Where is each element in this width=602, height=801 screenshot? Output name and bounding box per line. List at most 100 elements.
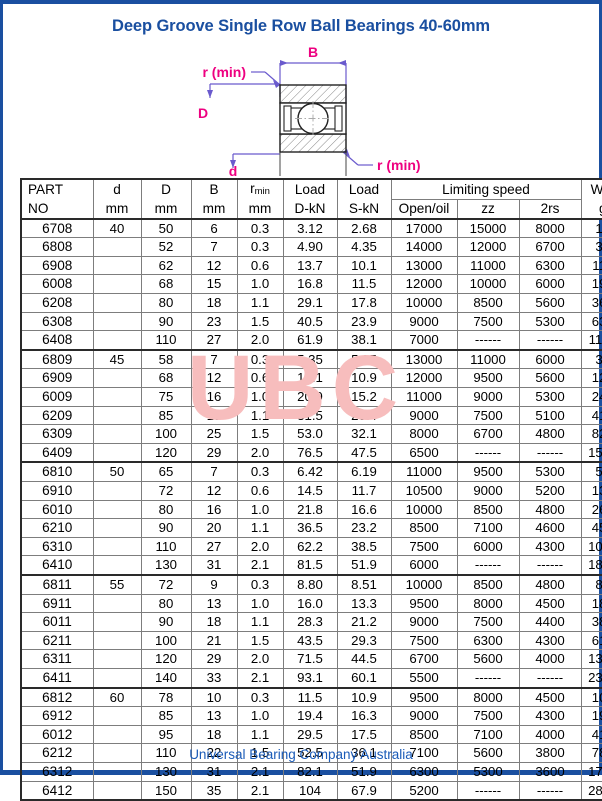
cell-part-number: 6911 (20, 593, 94, 614)
cell-part-number: 6211 (20, 630, 94, 651)
cell-speed-open-oil: 7500 (390, 630, 458, 651)
col-subheader-D-mm: mm (140, 199, 192, 220)
cell-load-dynamic: 3.12 (282, 217, 338, 239)
cell-speed-open-oil: 11000 (390, 387, 458, 407)
cell-load-static: 51.9 (336, 555, 392, 576)
cell-speed-open-oil: 6500 (390, 442, 458, 463)
cell-part-number: 6808 (20, 237, 94, 257)
cell-load-static: 17.8 (336, 293, 392, 313)
cell-speed-open-oil: 12000 (390, 368, 458, 389)
col-subheader-wgt-g: g (580, 199, 602, 220)
cell-r-min: 1.5 (236, 424, 284, 444)
cell-load-dynamic: 82.1 (282, 761, 338, 782)
cell-bore-d (92, 424, 142, 444)
cell-load-dynamic: 14.1 (282, 368, 338, 389)
cell-speed-2rs: 5300 (518, 311, 582, 332)
cell-weight: 18 (580, 217, 602, 239)
b-arrow-right (338, 60, 346, 66)
col-header-rmin: rmin (236, 178, 284, 200)
inner-race-lower (279, 133, 347, 153)
cell-speed-zz: 15000 (456, 217, 520, 239)
cell-load-dynamic: 6.42 (282, 461, 338, 483)
label-B: B (308, 44, 318, 60)
cell-bore-d: 45 (92, 348, 142, 370)
cell-outer-d: 58 (140, 348, 192, 370)
cell-bore-d (92, 255, 142, 276)
cell-weight: 31 (580, 237, 602, 257)
cell-outer-d: 65 (140, 461, 192, 483)
col-subheader-B-mm: mm (190, 199, 238, 220)
cell-weight: 126 (580, 368, 602, 389)
cell-part-number: 6210 (20, 518, 94, 538)
cell-load-static: 11.5 (336, 274, 392, 295)
cell-part-number: 6208 (20, 293, 94, 313)
cell-load-static: 2.68 (336, 217, 392, 239)
cell-width-b: 31 (190, 555, 238, 576)
cell-width-b: 31 (190, 761, 238, 782)
cell-speed-zz: ------ (456, 555, 520, 576)
cell-outer-d: 120 (140, 442, 192, 463)
cell-width-b: 12 (190, 255, 238, 276)
rmin-subscript: min (254, 186, 270, 197)
cell-outer-d: 52 (140, 237, 192, 257)
cell-speed-open-oil: 7000 (390, 330, 458, 351)
cell-speed-2rs: 4000 (518, 649, 582, 669)
cell-width-b: 18 (190, 724, 238, 745)
cell-weight: 2888 (580, 780, 602, 801)
cell-width-b: 15 (190, 274, 238, 295)
col-header-d: d (92, 178, 142, 200)
cell-part-number: 6410 (20, 555, 94, 576)
cell-load-static: 11.7 (336, 481, 392, 501)
cell-r-min: 0.3 (236, 217, 284, 239)
cell-width-b: 7 (190, 461, 238, 483)
cell-width-b: 18 (190, 612, 238, 632)
cell-bore-d (92, 761, 142, 782)
col-subheader-2rs: 2rs (518, 199, 582, 220)
cell-r-min: 1.0 (236, 593, 284, 614)
cell-weight: 51 (580, 461, 602, 483)
cell-speed-2rs: ------ (518, 780, 582, 801)
cell-r-min: 2.0 (236, 649, 284, 669)
cell-r-min: 1.5 (236, 630, 284, 651)
cell-speed-open-oil: 5500 (390, 667, 458, 689)
cell-part-number: 6908 (20, 255, 94, 276)
cell-speed-zz: 8500 (456, 499, 520, 520)
cell-bore-d (92, 630, 142, 651)
cell-r-min: 1.1 (236, 518, 284, 538)
cell-width-b: 13 (190, 706, 238, 726)
cell-speed-2rs: 5300 (518, 387, 582, 407)
cell-bore-d: 60 (92, 686, 142, 708)
cell-r-min: 0.3 (236, 348, 284, 370)
cell-bore-d: 50 (92, 461, 142, 483)
cell-load-static: 20.4 (336, 405, 392, 426)
cell-load-dynamic: 19.4 (282, 706, 338, 726)
cell-width-b: 16 (190, 499, 238, 520)
cell-weight: 103 (580, 686, 602, 708)
cell-part-number: 6910 (20, 481, 94, 501)
cell-speed-zz: ------ (456, 330, 520, 351)
cell-speed-2rs: 4400 (518, 612, 582, 632)
cell-speed-zz: 6000 (456, 536, 520, 557)
cell-speed-2rs: 6300 (518, 255, 582, 276)
cell-width-b: 6 (190, 217, 238, 239)
cell-weight: 419 (580, 405, 602, 426)
cell-speed-open-oil: 9000 (390, 311, 458, 332)
cell-speed-zz: 11000 (456, 348, 520, 370)
cell-part-number: 6812 (20, 686, 94, 708)
header-row-secondary: NO mm mm mm mm D-kN S-kN Open/oil zz 2rs… (20, 199, 602, 220)
cell-outer-d: 80 (140, 593, 192, 614)
cell-r-min: 1.0 (236, 387, 284, 407)
cell-load-dynamic: 8.80 (282, 573, 338, 595)
cell-load-dynamic: 29.5 (282, 724, 338, 745)
specification-table-container: PART d D B rmin Load Load Limiting speed… (3, 178, 602, 801)
